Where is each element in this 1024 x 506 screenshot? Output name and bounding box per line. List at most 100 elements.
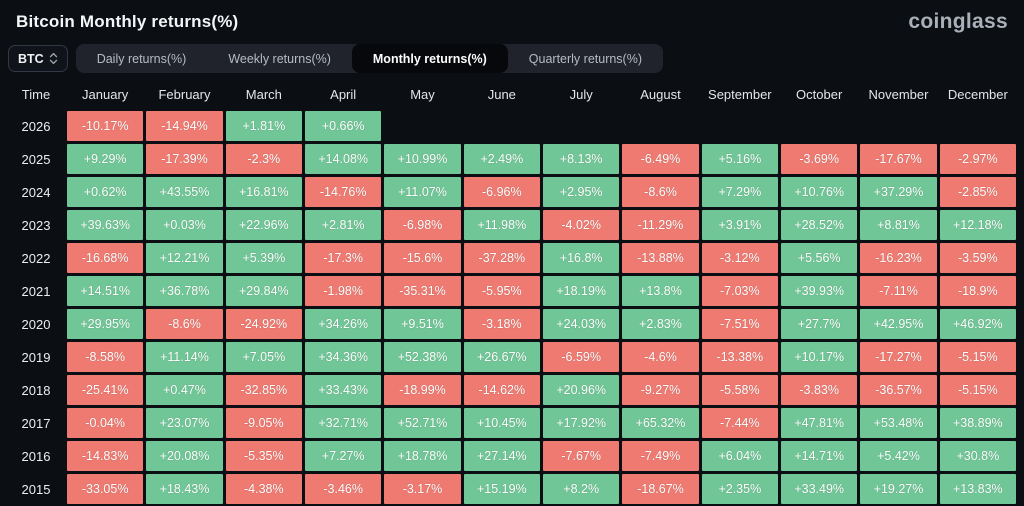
return-cell: -16.23% xyxy=(860,243,937,273)
return-cell: -4.6% xyxy=(622,342,699,372)
return-cell: +38.89% xyxy=(939,408,1016,438)
return-cell: +10.17% xyxy=(781,342,858,372)
table-row: 2026 -10.17% -14.94% +1.81% +0.66% xyxy=(8,111,1016,141)
return-cell: -3.17% xyxy=(384,474,461,504)
empty-cell xyxy=(860,111,936,141)
tab-daily-returns[interactable]: Daily returns(%) xyxy=(76,44,208,73)
top-bar: Bitcoin Monthly returns(%) coinglass xyxy=(8,0,1016,38)
return-cell: +3.91% xyxy=(701,210,778,240)
table-header-row: Time January February March April May June July… xyxy=(8,81,1016,108)
return-cell: -5.58% xyxy=(701,375,778,405)
return-cell: +9.51% xyxy=(384,309,461,339)
return-cell: +65.32% xyxy=(622,408,699,438)
return-cell: -2.97% xyxy=(939,144,1016,174)
table-row: 2018 -25.41% +0.47% -32.85% +33.43% -18.99% -1… xyxy=(8,375,1016,405)
coinglass-logo: coinglass xyxy=(908,10,1008,33)
coin-selector[interactable]: BTC xyxy=(8,45,68,72)
return-cell: +2.83% xyxy=(622,309,699,339)
return-cell: -33.05% xyxy=(67,474,144,504)
month-column-header: October xyxy=(796,87,843,102)
return-cell: -5.15% xyxy=(939,342,1016,372)
empty-cell xyxy=(543,111,619,141)
table-row: 2017 -0.04% +23.07% -9.05% +32.71% +52.71% +10… xyxy=(8,408,1016,438)
return-cell: +7.29% xyxy=(701,177,778,207)
return-cell: -6.49% xyxy=(622,144,699,174)
return-cell: -32.85% xyxy=(225,375,302,405)
return-cell: +13.8% xyxy=(622,276,699,306)
return-cell: +18.43% xyxy=(146,474,223,504)
return-cell: +16.8% xyxy=(543,243,620,273)
monthly-returns-table: Time January February March April May June July… xyxy=(8,81,1016,504)
year-label: 2024 xyxy=(21,184,51,200)
year-label: 2020 xyxy=(21,316,51,332)
return-cell: +33.49% xyxy=(781,474,858,504)
return-cell: +11.98% xyxy=(463,210,540,240)
return-cell: -3.12% xyxy=(701,243,778,273)
tab-quarterly-returns[interactable]: Quarterly returns(%) xyxy=(508,44,663,73)
month-column-header: November xyxy=(868,87,929,102)
year-label: 2026 xyxy=(21,118,51,134)
return-cell: +11.07% xyxy=(384,177,461,207)
return-cell: -14.83% xyxy=(67,441,144,471)
tab-weekly-returns[interactable]: Weekly returns(%) xyxy=(207,44,352,73)
return-cell: +24.03% xyxy=(543,309,620,339)
return-cell: +0.62% xyxy=(67,177,144,207)
returns-period-tabs: Daily returns(%) Weekly returns(%) Monthly… xyxy=(75,44,664,73)
return-cell: +14.71% xyxy=(781,441,858,471)
return-cell: +9.29% xyxy=(67,144,144,174)
year-label: 2016 xyxy=(21,448,51,464)
return-cell: +18.78% xyxy=(384,441,461,471)
return-cell: +37.29% xyxy=(860,177,937,207)
return-cell: +14.51% xyxy=(67,276,144,306)
return-cell: +10.76% xyxy=(781,177,858,207)
return-cell: -0.04% xyxy=(67,408,144,438)
return-cell: +29.84% xyxy=(225,276,302,306)
return-cell: +27.7% xyxy=(781,309,858,339)
year-label: 2025 xyxy=(21,151,51,167)
return-cell: -8.6% xyxy=(146,309,223,339)
return-cell: -36.57% xyxy=(860,375,937,405)
return-cell: +5.56% xyxy=(781,243,858,273)
year-label: 2023 xyxy=(21,217,51,233)
return-cell: -7.67% xyxy=(543,441,620,471)
return-cell: +8.2% xyxy=(543,474,620,504)
year-label: 2022 xyxy=(21,250,51,266)
return-cell: -7.11% xyxy=(860,276,937,306)
return-cell: +10.45% xyxy=(463,408,540,438)
return-cell: +34.26% xyxy=(305,309,382,339)
return-cell: -2.85% xyxy=(939,177,1016,207)
return-cell: +5.42% xyxy=(860,441,937,471)
return-cell: +39.63% xyxy=(67,210,144,240)
return-cell: +27.14% xyxy=(463,441,540,471)
table-row: 2021 +14.51% +36.78% +29.84% -1.98% -35.31% -5… xyxy=(8,276,1016,306)
return-cell: -8.58% xyxy=(67,342,144,372)
return-cell: -25.41% xyxy=(67,375,144,405)
return-cell: +52.71% xyxy=(384,408,461,438)
return-cell: +29.95% xyxy=(67,309,144,339)
return-cell: -11.29% xyxy=(622,210,699,240)
return-cell: -3.83% xyxy=(781,375,858,405)
return-cell: -24.92% xyxy=(225,309,302,339)
month-column-header: August xyxy=(640,87,681,102)
month-column-header: July xyxy=(569,87,593,102)
return-cell: +17.92% xyxy=(543,408,620,438)
return-cell: -7.51% xyxy=(701,309,778,339)
return-cell: +2.95% xyxy=(543,177,620,207)
tab-monthly-returns[interactable]: Monthly returns(%) xyxy=(351,44,508,73)
return-cell: -9.27% xyxy=(622,375,699,405)
return-cell: +0.03% xyxy=(146,210,223,240)
controls-row: BTC Daily returns(%) Weekly returns(%) Mon… xyxy=(8,38,1016,81)
return-cell: -7.03% xyxy=(701,276,778,306)
year-label: 2019 xyxy=(21,349,51,365)
return-cell: +10.99% xyxy=(384,144,461,174)
time-column-header: Time xyxy=(21,87,51,102)
return-cell: +39.93% xyxy=(781,276,858,306)
return-cell: -13.38% xyxy=(701,342,778,372)
return-cell: +52.38% xyxy=(384,342,461,372)
return-cell: -3.69% xyxy=(781,144,858,174)
table-row: 2022 -16.68% +12.21% +5.39% -17.3% -15.6% -37.… xyxy=(8,243,1016,273)
table-row: 2024 +0.62% +43.55% +16.81% -14.76% +11.07% -6… xyxy=(8,177,1016,207)
return-cell: +5.16% xyxy=(701,144,778,174)
empty-cell xyxy=(384,111,460,141)
